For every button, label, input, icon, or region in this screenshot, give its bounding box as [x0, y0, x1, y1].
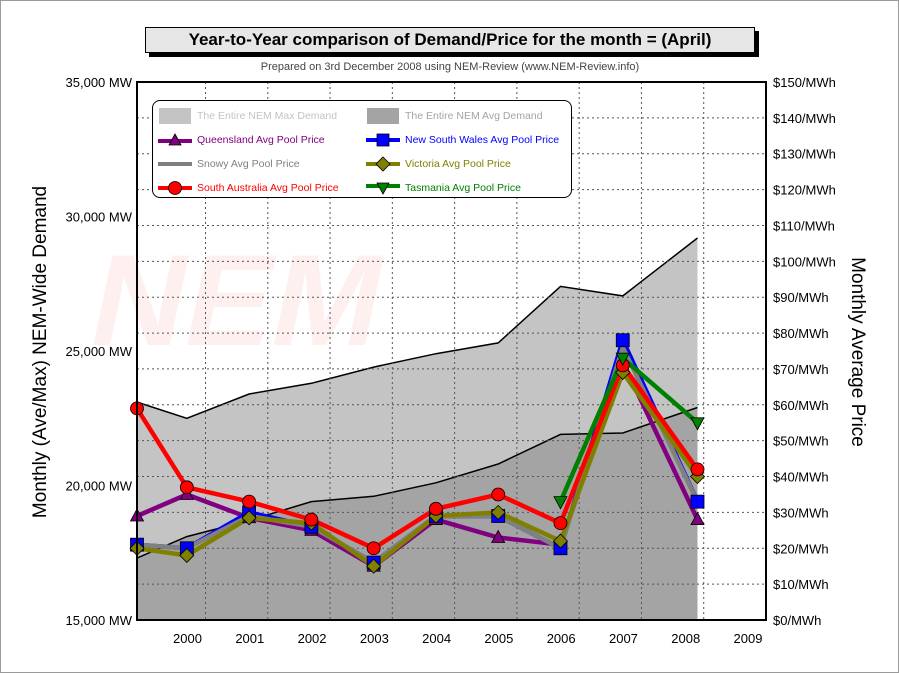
y2-tick-label: $50/MWh	[773, 434, 829, 449]
marker-victoria	[241, 510, 257, 526]
marker-nsw	[690, 494, 705, 509]
demand-outline-max	[136, 237, 698, 420]
legend-label: Victoria Avg Pool Price	[405, 158, 511, 170]
y2-tick-label: $120/MWh	[773, 183, 836, 198]
marker-tasmania	[615, 352, 630, 367]
y2-tick-labels: $0/MWh $10/MWh $20/MWh $30/MWh $40/MWh $50/MW…	[773, 75, 836, 628]
y2-tick-label: $0/MWh	[773, 613, 821, 628]
marker-victoria	[490, 504, 506, 520]
y-tick-label: 35,000 MW	[66, 75, 133, 90]
legend-swatch-snowy	[158, 162, 192, 166]
y2-tick-label: $70/MWh	[773, 362, 829, 377]
y2-tick-label: $20/MWh	[773, 541, 829, 556]
marker-nsw	[615, 333, 630, 348]
legend-swatch-nsw	[366, 133, 400, 147]
x-tick-label: 2001	[235, 631, 264, 646]
x-tick-label: 2006	[547, 631, 576, 646]
y2-tick-label: $110/MWh	[773, 218, 835, 233]
x-tick-label: 2009	[734, 631, 763, 646]
watermark: NEM	[79, 227, 399, 372]
y2-tick-label: $90/MWh	[773, 290, 829, 305]
marker-south_australia	[304, 512, 319, 527]
marker-victoria	[552, 533, 569, 549]
marker-south_australia	[242, 494, 256, 509]
legend-swatch-victoria	[366, 156, 400, 172]
x-tick-label: 2005	[484, 631, 513, 646]
x-tick-label: 2007	[609, 631, 638, 646]
marker-tasmania	[553, 496, 568, 510]
watermark-text: NEM	[79, 227, 399, 372]
marker-queensland	[690, 511, 705, 525]
y-tick-label: 20,000 MW	[66, 479, 133, 494]
y-axis-label: Monthly (Ave/Max) NEM-Wide Demand	[30, 185, 51, 519]
series-line-south_australia	[135, 363, 700, 551]
plot-border	[136, 81, 767, 621]
y2-tick-label: $150/MWh	[773, 75, 836, 90]
y2-tick-label: $60/MWh	[773, 398, 829, 413]
x-tick-label: 2008	[671, 631, 700, 646]
legend-swatch-queensland	[158, 133, 192, 146]
marker-south_australia	[491, 487, 506, 502]
y2-axis-label: Monthly Average Price	[847, 257, 868, 447]
y2-tick-label: $100/MWh	[773, 254, 836, 269]
y2-tick-label: $80/MWh	[773, 326, 829, 341]
y2-tick-label: $30/MWh	[773, 505, 829, 520]
legend-swatch-max-demand	[159, 108, 191, 124]
y2-tick-label: $10/MWh	[773, 577, 829, 592]
marker-south_australia	[429, 501, 443, 516]
demand-area-avg	[137, 407, 698, 620]
legend-swatch-tasmania	[366, 182, 400, 195]
legend-label: The Entire NEM Max Demand	[197, 110, 338, 122]
x-tick-label: 2002	[298, 631, 327, 646]
y2-tick-label: $140/MWh	[773, 111, 836, 126]
marker-victoria	[366, 558, 382, 574]
legend-swatch-south-australia	[158, 181, 192, 195]
chart-subtitle: Prepared on 3rd December 2008 using NEM-…	[260, 61, 640, 73]
y-tick-label: 25,000 MW	[66, 344, 133, 359]
y2-tick-label: $130/MWh	[773, 147, 836, 162]
y-tick-label: 30,000 MW	[66, 210, 133, 225]
axes	[136, 81, 767, 621]
marker-tasmania	[690, 417, 705, 431]
series-line-victoria	[136, 370, 700, 569]
legend-label: Tasmania Avg Pool Price	[405, 182, 521, 194]
x-tick-label: 2000	[173, 631, 202, 646]
legend-label: The Entire NEM Avg Demand	[405, 110, 543, 122]
marker-south_australia	[366, 541, 381, 556]
marker-south_australia	[553, 516, 568, 531]
y-tick-label: 15,000 MW	[66, 613, 133, 628]
legend-label: Queensland Avg Pool Price	[197, 134, 325, 146]
marker-victoria	[179, 547, 195, 564]
x-tick-label: 2004	[422, 631, 451, 646]
y2-tick-label: $40/MWh	[773, 470, 829, 485]
legend: The Entire NEM Max Demand The Entire NEM…	[152, 100, 572, 198]
legend-swatch-avg-demand	[367, 108, 399, 124]
x-tick-labels: 2000 2001 2002 2003 2004 2005 2006 2007 2008 2009	[173, 631, 762, 646]
legend-label: South Australia Avg Pool Price	[197, 182, 339, 194]
legend-label: Snowy Avg Pool Price	[197, 158, 300, 170]
x-tick-label: 2003	[360, 631, 389, 646]
marker-south_australia	[690, 462, 705, 477]
marker-queensland	[491, 529, 506, 543]
marker-south_australia	[179, 480, 194, 495]
legend-label: New South Wales Avg Pool Price	[405, 134, 560, 146]
y-tick-labels: 15,000 MW 20,000 MW 25,000 MW 30,000 MW 35,0…	[66, 75, 133, 628]
chart-title: Year-to-Year comparison of Demand/Price …	[145, 27, 755, 53]
price-markers	[129, 333, 706, 574]
